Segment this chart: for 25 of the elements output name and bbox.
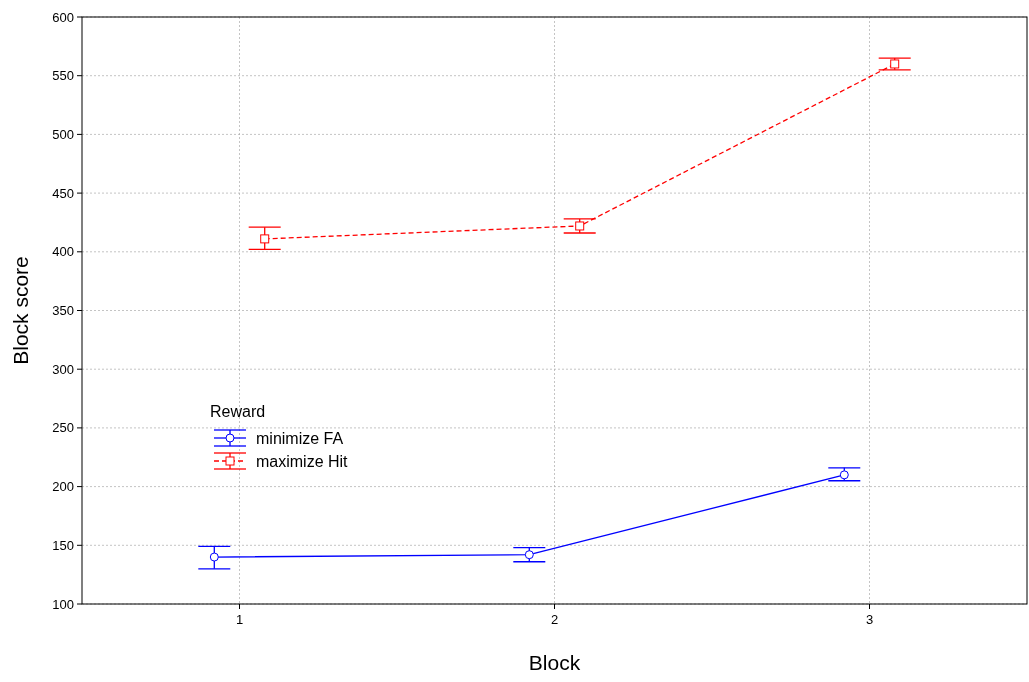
y-tick-label: 350 <box>52 303 74 318</box>
legend-label: minimize FA <box>256 430 344 447</box>
x-tick-label: 1 <box>235 612 244 627</box>
x-tick-label: 2 <box>550 612 559 627</box>
y-tick-label: 500 <box>52 126 74 142</box>
legend-label: maximize Hit <box>256 453 349 470</box>
y-tick-label: 600 <box>52 9 74 25</box>
legend-title: Reward <box>210 403 266 420</box>
point <box>209 552 219 562</box>
y-tick-label: 100 <box>52 596 74 612</box>
x-axis-title: Block <box>528 651 581 674</box>
y-axis-title: Block score <box>9 256 32 365</box>
y-tick-label: 200 <box>52 479 74 495</box>
point <box>260 234 270 244</box>
point <box>839 470 849 480</box>
point <box>524 550 534 560</box>
y-tick-label: 550 <box>52 68 74 84</box>
x-tick-label: 3 <box>865 612 874 627</box>
y-tick-label: 150 <box>52 537 74 553</box>
y-tick-label: 400 <box>52 244 74 260</box>
y-tick-label: 300 <box>52 361 74 377</box>
point <box>575 221 585 231</box>
y-tick-label: 450 <box>52 185 74 201</box>
y-tick-label: 250 <box>52 420 74 436</box>
point <box>890 59 900 69</box>
